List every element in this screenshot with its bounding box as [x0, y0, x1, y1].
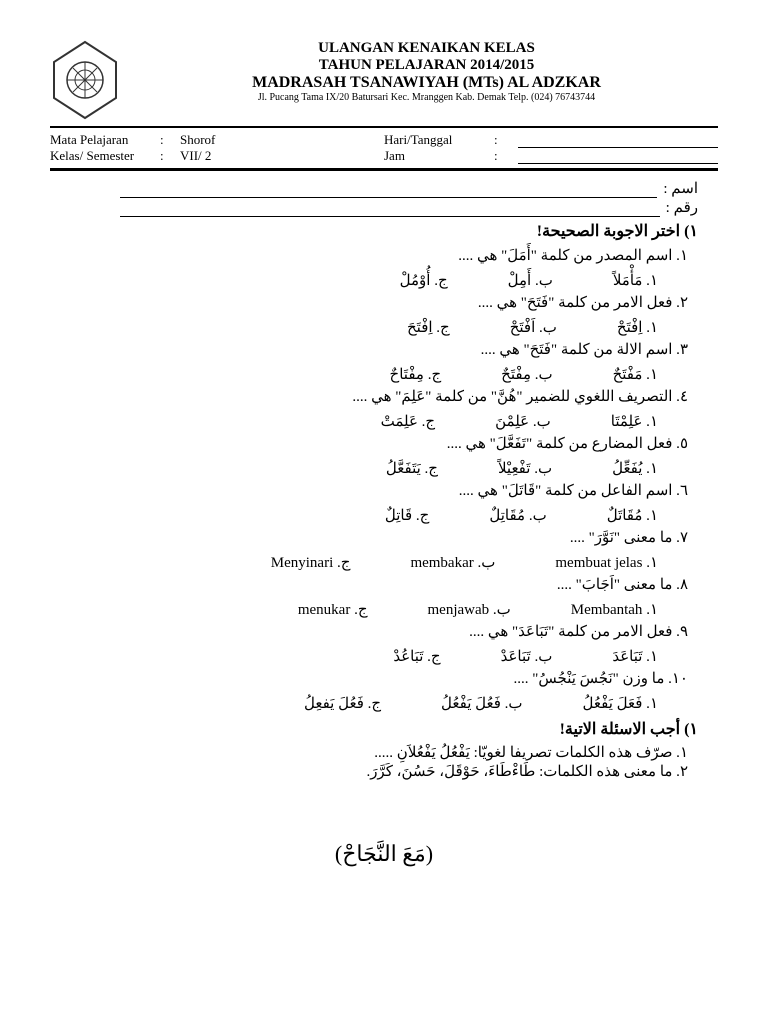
- q9-opts: ١. تَبَاعَدَ ب. تَبَاعَدْ ج. تَبَاعُدْ: [80, 646, 688, 669]
- q2-opts: ١. اِفْتَحْ ب. اَفْتَحْ ج. اِفْتَحَ: [80, 317, 688, 340]
- number-line: [120, 198, 660, 217]
- jam-label: Jam: [384, 148, 494, 164]
- header-text: ULANGAN KENAIKAN KELAS TAHUN PELAJARAN 2…: [135, 40, 718, 103]
- essay-block: ١. صرّف هذه الكلمات تصريفا لغويّا: يَفْع…: [50, 743, 718, 781]
- title-line1: ULANGAN KENAIKAN KELAS: [135, 40, 718, 57]
- q5-opts: ١. يُفَعِّلُ ب. تَفْعِيْلاً ج. يَتَفَعَّ…: [80, 458, 688, 481]
- mata-value: Shorof: [180, 132, 215, 148]
- section2-title: ١) أجب الاسئلة الاتية!: [50, 715, 718, 743]
- q7: ٧. ما معنى "نَوَّرَ" ....: [80, 527, 688, 550]
- q3: ٣. اسم الالة من كلمة "فَتَحَ" هي ....: [80, 339, 688, 362]
- q10-opts: ١. فَعَلَ يَفْعُلُ ب. فَعُلَ يَفْعُلُ ج.…: [80, 693, 688, 716]
- number-label: رقم :: [666, 198, 698, 217]
- q6-opts: ١. مُقَاتَلٌ ب. مُقَاتِلٌ ج. قَاتِلٌ: [80, 505, 688, 528]
- title-address: Jl. Pucang Tama IX/20 Batursari Kec. Mra…: [135, 92, 718, 103]
- essay-q2: ٢. ما معنى هذه الكلمات: طَاءْطَاءَ، حَوْ…: [80, 762, 688, 781]
- q7-opts: ١. membuat jelas ب. membakar ج. Menyinar…: [80, 552, 688, 575]
- section1-title: ١) اختر الاجوبة الصحيحة!: [50, 217, 718, 245]
- q4: ٤. التصريف اللغوي للضمير "هُنَّ" من كلمة…: [80, 386, 688, 409]
- jam-blank: [518, 148, 718, 164]
- q6: ٦. اسم الفاعل من كلمة "قَاتَلَ" هي ....: [80, 480, 688, 503]
- title-line2: TAHUN PELAJARAN 2014/2015: [135, 57, 718, 74]
- questions-block: ١. اسم المصدر من كلمة "أَمَلَ" هي .... ١…: [50, 245, 718, 715]
- header: ULANGAN KENAIKAN KELAS TAHUN PELAJARAN 2…: [50, 40, 718, 128]
- q9: ٩. فعل الامر من كلمة "تَبَاعَدَ" هي ....: [80, 621, 688, 644]
- kelas-label: Kelas/ Semester: [50, 148, 160, 164]
- kelas-value: VII/ 2: [180, 148, 211, 164]
- info-right: Hari/Tanggal : Jam :: [384, 132, 718, 164]
- q4-opts: ١. عَلِمْتَا ب. عَلِمْنَ ج. عَلِمَتْ: [80, 411, 688, 434]
- q8: ٨. ما معنى "اَجَابَ" ....: [80, 574, 688, 597]
- essay-q1: ١. صرّف هذه الكلمات تصريفا لغويّا: يَفْع…: [80, 743, 688, 762]
- hari-blank: [518, 132, 718, 148]
- info-left: Mata Pelajaran : Shorof Kelas/ Semester …: [50, 132, 384, 164]
- name-line: [120, 179, 657, 198]
- q1: ١. اسم المصدر من كلمة "أَمَلَ" هي ....: [80, 245, 688, 268]
- q8-opts: ١. Membantah ب. menjawab ج. menukar: [80, 599, 688, 622]
- school-logo: [50, 40, 120, 120]
- exam-page: ULANGAN KENAIKAN KELAS TAHUN PELAJARAN 2…: [0, 0, 768, 1024]
- q1-opts: ١. مَأْمَلاً ب. أَمِلْ ج. أُوْمُلْ: [80, 270, 688, 293]
- info-row: Mata Pelajaran : Shorof Kelas/ Semester …: [50, 128, 718, 171]
- hari-label: Hari/Tanggal: [384, 132, 494, 148]
- q10: ١٠. ما وزن "نَجُسَ يَنْجُسُ" ....: [80, 668, 688, 691]
- q3-opts: ١. مَفْتَحٌ ب. مِفْتَحٌ ج. مِفْتَاحٌ: [80, 364, 688, 387]
- student-id-block: اسم : رقم :: [50, 171, 718, 217]
- mata-label: Mata Pelajaran: [50, 132, 160, 148]
- q5: ٥. فعل المضارع من كلمة "تَفَعَّلَ" هي ..…: [80, 433, 688, 456]
- q2: ٢. فعل الامر من كلمة "فَتَحَ" هي ....: [80, 292, 688, 315]
- name-label: اسم :: [663, 179, 698, 198]
- footer-wish: (مَعَ النَّجَاحْ): [50, 841, 718, 867]
- title-line3: MADRASAH TSANAWIYAH (MTs) AL ADZKAR: [135, 74, 718, 92]
